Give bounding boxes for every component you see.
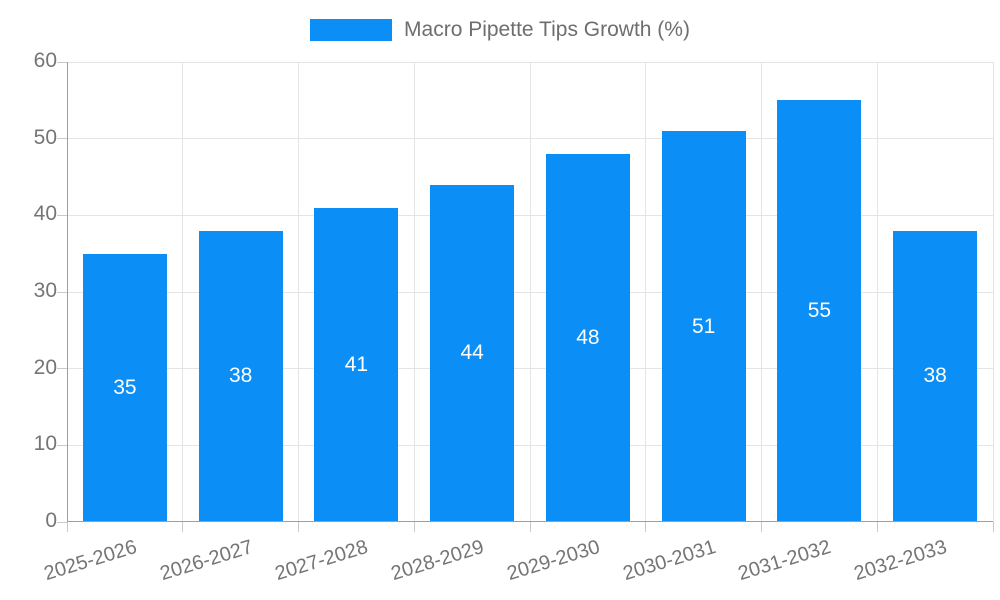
y-axis-tick xyxy=(57,521,67,523)
x-axis-tick xyxy=(761,522,762,532)
bar-2028-2029[interactable]: 44 xyxy=(430,184,515,522)
bar-value-label: 55 xyxy=(807,299,832,323)
y-axis-tick-label: 40 xyxy=(33,202,57,226)
legend-label: Macro Pipette Tips Growth (%) xyxy=(404,18,690,41)
bar-value-label: 41 xyxy=(344,352,369,376)
y-axis-tick xyxy=(57,214,67,216)
legend-swatch xyxy=(310,19,393,41)
gridline-vertical xyxy=(182,62,184,522)
x-axis-line xyxy=(67,521,993,522)
chart-legend[interactable]: Macro Pipette Tips Growth (%) xyxy=(0,18,1000,42)
bar-2025-2026[interactable]: 35 xyxy=(82,253,167,522)
gridline-vertical xyxy=(529,62,531,522)
y-axis-tick xyxy=(57,138,67,140)
y-axis-tick-label: 10 xyxy=(33,432,57,456)
gridline-vertical xyxy=(413,62,415,522)
y-axis-tick xyxy=(57,444,67,446)
y-axis-tick xyxy=(57,61,67,63)
y-axis-tick-label: 30 xyxy=(33,279,57,302)
plot-area: 35 38 41 44 48 51 55 38 xyxy=(57,61,994,532)
bar-value-label: 38 xyxy=(228,364,253,388)
gridline-vertical xyxy=(645,62,647,522)
y-axis-tick-label: 50 xyxy=(33,125,57,149)
y-axis-tick-label: 0 xyxy=(45,509,57,532)
bar-value-label: 48 xyxy=(576,326,600,349)
bar-value-label: 38 xyxy=(923,364,947,388)
x-axis-tick xyxy=(645,522,647,532)
gridline-vertical xyxy=(761,62,762,522)
bar-value-label: 35 xyxy=(113,375,137,399)
x-axis-tick xyxy=(413,522,415,532)
bar-2032-2033[interactable]: 38 xyxy=(893,230,978,522)
x-axis-tick xyxy=(992,522,994,532)
y-axis-tick xyxy=(57,368,67,370)
gridline-vertical xyxy=(876,62,878,522)
x-axis-tick xyxy=(66,522,68,532)
x-axis-labels: 2025-2026 2026-2027 2027-2028 2028-2029 2029… xyxy=(41,522,993,600)
x-axis-tick xyxy=(529,522,531,532)
x-axis-tick xyxy=(876,522,878,532)
bar-2029-2030[interactable]: 48 xyxy=(545,154,630,522)
y-axis-tick-label: 60 xyxy=(33,49,57,72)
gridline-vertical xyxy=(298,62,299,522)
bar-2030-2031[interactable]: 51 xyxy=(661,131,746,522)
gridline-vertical xyxy=(992,62,994,522)
x-axis-tick xyxy=(298,522,299,532)
x-axis-tick xyxy=(182,522,184,532)
y-axis-tick xyxy=(57,291,67,293)
bar-2031-2032[interactable]: 55 xyxy=(777,100,862,522)
bar-2026-2027[interactable]: 38 xyxy=(198,230,283,522)
bar-2027-2028[interactable]: 41 xyxy=(314,207,399,522)
y-axis-tick-label: 20 xyxy=(33,355,57,379)
bar-value-label: 51 xyxy=(691,314,716,338)
y-axis-line xyxy=(67,62,68,522)
bar-value-label: 44 xyxy=(460,341,484,365)
